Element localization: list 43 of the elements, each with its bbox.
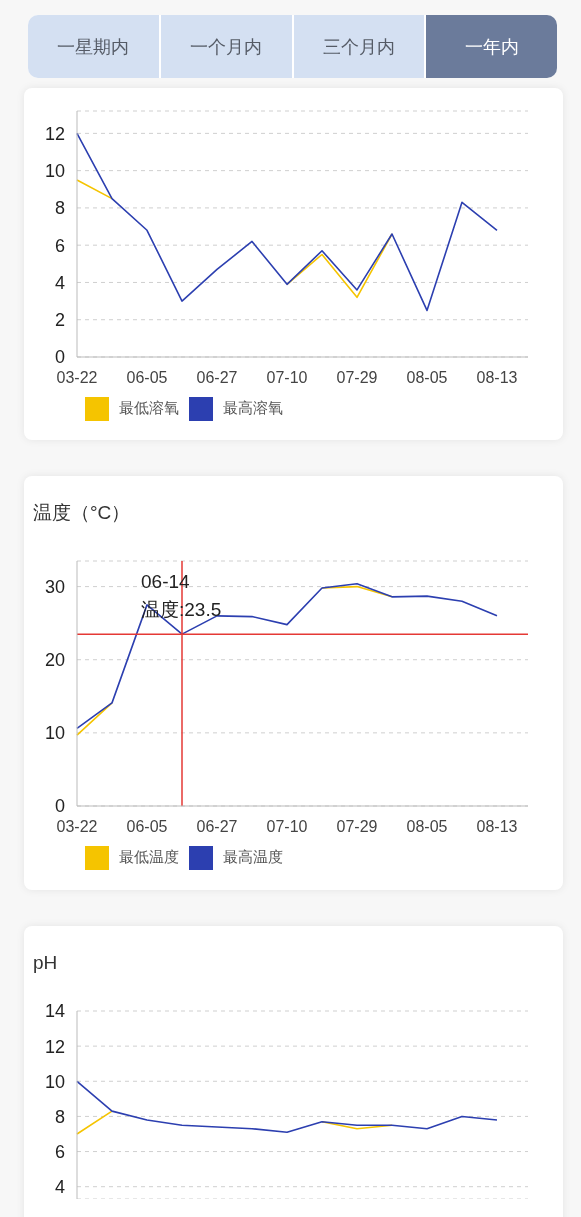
x-tick-label: 08-05 [406,369,448,387]
x-tick-label: 06-05 [126,818,168,836]
y-tick-label: 4 [54,1177,65,1198]
y-tick-label: 8 [54,1106,65,1127]
y-tick-label: 2 [54,310,65,331]
y-tick-label: 10 [44,1071,65,1092]
y-tick-label: 6 [54,235,65,256]
y-tick-label: 6 [54,1141,65,1162]
x-tick-label: 07-29 [336,369,378,387]
y-tick-label: 8 [54,198,65,219]
x-tick-label: 08-13 [476,369,518,387]
x-tick-label: 06-05 [126,369,168,387]
legend-label: 最低温度 [119,848,179,866]
y-tick-label: 30 [44,576,65,597]
x-tick-label: 03-22 [56,818,98,836]
legend-label: 最低溶氧 [119,399,179,417]
y-tick-label: 12 [44,123,65,144]
y-tick-label: 0 [54,796,65,817]
x-tick-label: 06-27 [196,818,238,836]
tab[interactable]: 一年内 [426,15,557,78]
tab[interactable]: 三个月内 [293,15,425,78]
y-tick-label: 14 [44,1001,65,1022]
x-tick-label: 03-22 [56,369,98,387]
y-axis-title: pH [33,952,58,974]
y-tick-label: 12 [44,1036,65,1057]
y-axis-title: 温度（°C） [33,501,131,525]
x-tick-label: 08-05 [406,818,448,836]
line-series [76,132,498,312]
x-tick-label: 08-13 [476,818,518,836]
y-tick-label: 10 [44,161,65,182]
y-tick-label: 0 [54,347,65,368]
legend-label: 最高温度 [223,848,283,866]
x-tick-label: 06-27 [196,369,238,387]
legend-label: 最高溶氧 [223,399,283,417]
y-tick-label: 4 [54,272,65,293]
tab[interactable]: 一星期内 [28,15,159,78]
x-tick-label: 07-29 [336,818,378,836]
y-tick-label: 20 [44,650,65,671]
line-series [76,1080,498,1134]
x-tick-label: 07-10 [266,369,308,387]
tab[interactable]: 一个月内 [160,15,292,78]
x-tick-label: 07-10 [266,818,308,836]
y-tick-label: 10 [44,723,65,744]
